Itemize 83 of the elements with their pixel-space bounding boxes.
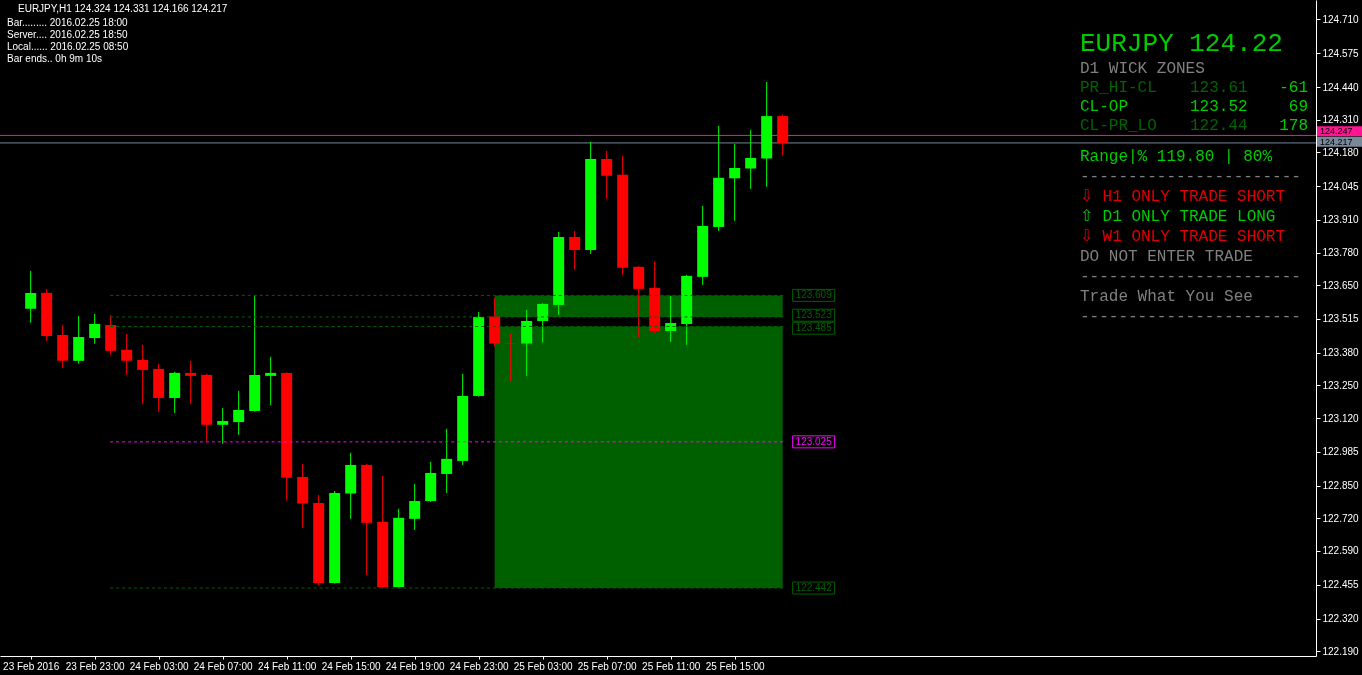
y-tick-label: 124.710: [1322, 13, 1360, 25]
ref-line-label: 124.217: [1320, 136, 1353, 147]
annotation: -----------------------: [1080, 308, 1301, 326]
annotation: 122.44: [1190, 117, 1248, 135]
x-tick-label: 25 Feb 03:00: [513, 660, 574, 672]
y-tick-label: 123.380: [1322, 347, 1360, 359]
y-tick-label: 123.650: [1322, 279, 1360, 291]
y-tick-label: 123.780: [1322, 247, 1360, 259]
x-tick-label: 25 Feb 11:00: [642, 660, 701, 672]
candlestick: [441, 428, 453, 494]
annotation: CL-PR_LO: [1080, 117, 1157, 135]
candlestick: [89, 313, 101, 345]
annotation: ⇧ D1 ONLY TRADE LONG: [1080, 208, 1276, 226]
annotation: Local...... 2016.02.25 08:50: [7, 41, 129, 52]
x-tick-label: 24 Feb 19:00: [385, 660, 446, 672]
y-tick-label: 124.180: [1322, 146, 1360, 158]
y-tick-label: 122.320: [1322, 613, 1360, 625]
candlestick: [185, 360, 197, 405]
y-tick-label: 122.455: [1322, 579, 1360, 591]
candlestick: [729, 143, 741, 222]
annotation: Range|% 119.80 | 80%: [1080, 148, 1273, 166]
annotation: ⇩ H1 ONLY TRADE SHORT: [1080, 188, 1286, 206]
candlestick: [569, 230, 581, 271]
annotation: 123.52: [1190, 98, 1248, 116]
data-label: 123.523: [795, 309, 833, 321]
y-tick-label: 124.440: [1322, 81, 1360, 93]
x-tick-label: 25 Feb 15:00: [705, 660, 766, 672]
y-tick-label: 122.720: [1322, 512, 1360, 524]
candlestick: [137, 344, 149, 405]
x-tick-label: 23 Feb 23:00: [65, 660, 126, 672]
annotation: 69: [1288, 98, 1308, 116]
annotation: Trade What You See: [1080, 288, 1253, 306]
candlestick: [745, 129, 757, 190]
data-label: 123.609: [795, 289, 833, 301]
candlestick: [121, 333, 133, 376]
annotation: ⇩ W1 ONLY TRADE SHORT: [1080, 228, 1286, 246]
annotation: EURJPY 124.22: [1080, 29, 1283, 59]
annotation: -----------------------: [1080, 268, 1301, 286]
y-tick-label: 122.850: [1322, 480, 1360, 492]
y-tick-label: 122.985: [1322, 446, 1360, 458]
x-tick-label: 24 Feb 11:00: [258, 660, 317, 672]
annotation: PR_HI-CL: [1080, 79, 1157, 97]
candlestick: [265, 356, 277, 406]
candlestick: [537, 302, 549, 344]
annotation: Bar......... 2016.02.25 18:00: [7, 17, 129, 28]
chart-title: EURJPY,H1 124.324 124.331 124.166 124.217: [18, 3, 228, 14]
x-tick-label: 24 Feb 23:00: [449, 660, 510, 672]
data-label: 123.025: [795, 435, 833, 447]
y-tick-label: 124.575: [1322, 47, 1360, 59]
candlestick: [521, 309, 533, 377]
x-tick-label: 25 Feb 07:00: [577, 660, 638, 672]
annotation: D1 WICK ZONES: [1080, 60, 1205, 78]
candlestick: [601, 150, 613, 200]
candlestick: [409, 483, 421, 531]
y-tick-label: 124.310: [1322, 114, 1360, 126]
annotation: -61: [1279, 79, 1308, 97]
candlestick: [25, 270, 37, 324]
y-tick-label: 124.045: [1322, 180, 1360, 192]
annotation: DO NOT ENTER TRADE: [1080, 248, 1253, 266]
annotation: -----------------------: [1080, 168, 1301, 186]
x-tick-label: 24 Feb 15:00: [321, 660, 382, 672]
data-label: 122.442: [795, 582, 833, 594]
annotation: Bar ends.. 0h 9m 10s: [7, 53, 103, 64]
y-tick-label: 123.910: [1322, 214, 1360, 226]
data-label: 123.485: [795, 322, 833, 334]
x-tick-label: 24 Feb 07:00: [193, 660, 254, 672]
candlestick: [505, 332, 517, 382]
annotation: 178: [1279, 117, 1308, 135]
x-tick-label: 24 Feb 03:00: [129, 660, 190, 672]
ref-line-label: 124.247: [1320, 126, 1353, 137]
candlestick: [73, 315, 85, 365]
y-tick-label: 123.250: [1322, 379, 1360, 391]
annotation: 123.61: [1190, 79, 1248, 97]
y-tick-label: 122.590: [1322, 545, 1360, 557]
y-tick-label: 123.515: [1322, 313, 1360, 325]
candlestick: [633, 265, 645, 339]
x-tick-label: 23 Feb 2016: [3, 660, 60, 672]
y-tick-label: 123.120: [1322, 412, 1360, 424]
y-tick-label: 122.190: [1322, 645, 1360, 657]
annotation: CL-OP: [1080, 98, 1129, 116]
candlestick: [217, 407, 229, 445]
annotation: Server.... 2016.02.25 18:50: [7, 29, 129, 40]
candlestick: [233, 390, 245, 436]
